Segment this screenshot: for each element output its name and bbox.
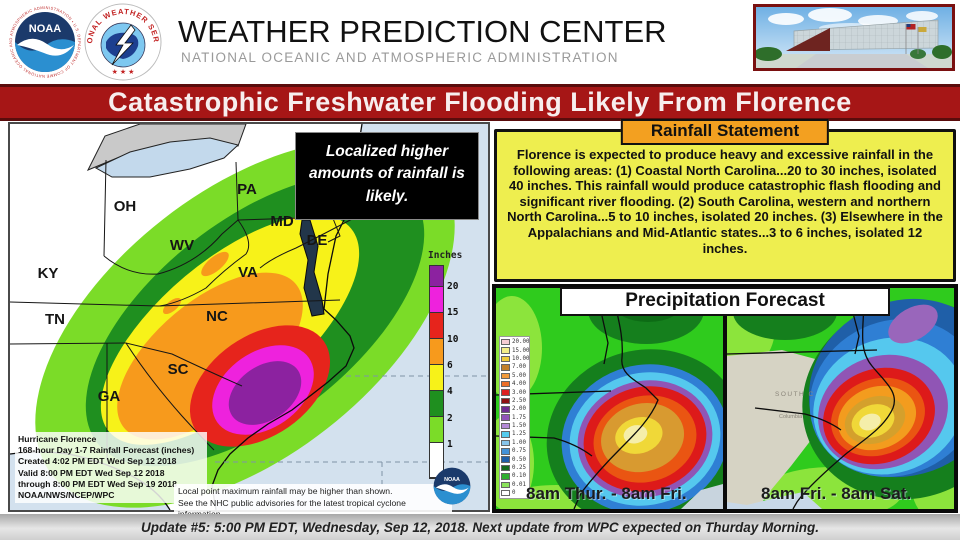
callout-box: Localized higher amounts of rainfall is … [295,132,479,220]
precip-maps: 20.00 15.00 10.00 7.00 5.00 4.00 3.00 2.… [496,288,954,509]
precip-forecast-title: Precipitation Forecast [560,287,890,316]
precip-map-fri-sat-svg: SOUTH C Columbia [727,288,954,509]
state-label-md: MD [270,213,293,230]
legend-label: 15 [447,307,459,318]
lake-erie [94,137,240,178]
noaa-mini-logo-icon: NOAA [433,467,471,505]
state-label-de: DE [307,232,328,249]
legend-label: 1 [447,439,453,450]
info-line: 168-hour Day 1-7 Rainfall Forecast (inch… [18,445,195,456]
rainfall-contours [35,140,455,508]
info-line: through 8:00 PM EDT Wed Sep 19 2018 [18,478,177,489]
precip-map-thu-fri-svg [496,288,723,509]
page-subtitle: NATIONAL OCEANIC AND ATMOSPHERIC ADMINIS… [181,50,619,65]
headline-banner: Catastrophic Freshwater Flooding Likely … [0,84,960,121]
nws-logo-icon: NATIONAL WEATHER SERVICE ★ ★ ★ [84,3,162,81]
city-label: Columbia [779,414,803,420]
building-photo [753,4,955,71]
lightning-icon [111,24,136,66]
legend-label: 20 [447,281,459,292]
region-label: SOUTH C [775,391,815,398]
legend-label: 4 [447,386,453,397]
page-title: WEATHER PREDICTION CENTER [178,14,667,49]
rainfall-statement-body: Florence is expected to produce heavy an… [507,147,943,256]
info-line: NOAA/NWS/NCEP/WPC [18,489,115,500]
info-line: Created 4:02 PM EDT Wed Sep 12 2018 [18,456,177,467]
precip-map-fri-sat: SOUTH C Columbia 8am Fri. - 8am Sat. [727,288,954,509]
us-flag-icon [906,24,916,30]
precip-map-thu-fri-label: 8am Thur. - 8am Fri. [526,484,687,503]
precip-forecast-panel: Precipitation Forecast [492,284,958,513]
state-label-wv: WV [170,237,194,254]
ocean-bottom [727,492,822,509]
ocean-corner [681,484,723,509]
disclaimer-line: Local point maximum rainfall may be high… [178,486,393,496]
legend-title: Inches [428,250,463,261]
legend-label: 10 [447,334,459,345]
state-label-tn: TN [45,311,65,328]
rainfall-forecast-map: OH PA WV MD DE KY VA TN NC SC GA Localiz… [8,122,490,523]
seagull-icon [17,38,74,56]
state-label-sc: SC [168,361,189,378]
update-text: Update #5: 5:00 PM EDT, Wednesday, Sep 1… [141,519,819,535]
state-label-nc: NC [206,308,228,325]
precip-map-fri-sat-label: 8am Fri. - 8am Sat. [761,484,912,503]
chesapeake-bay [299,219,325,317]
info-line: Valid 8:00 PM EDT Wed Sep 12 2018 [18,467,165,478]
noaa-wordmark: NOAA [29,23,61,35]
state-label-va: VA [238,264,258,281]
state-label-ky: KY [38,265,59,282]
state-label-oh: OH [114,198,137,215]
precip-coastline [727,288,896,509]
rainfall-legend: Inches 20 15 10 6 4 2 1 [428,250,474,486]
state-labels: OH PA WV MD DE KY VA TN NC SC GA [38,181,328,405]
nws-stars: ★ ★ ★ [112,68,135,76]
info-line: Hurricane Florence [18,434,97,444]
rainfall-statement-title: Rainfall Statement [620,119,830,145]
legend-label: 6 [447,360,453,371]
precip-map-thu-fri: 20.00 15.00 10.00 7.00 5.00 4.00 3.00 2.… [496,288,723,509]
content-area: OH PA WV MD DE KY VA TN NC SC GA Localiz… [0,119,960,523]
legend-colorbar [429,265,444,479]
state-label-pa: PA [237,181,257,198]
noaa-mini-wordmark: NOAA [444,477,460,483]
legend-label: 2 [447,413,453,424]
rainfall-statement-box: Rainfall Statement Florence is expected … [494,119,956,282]
state-label-ga: GA [98,388,121,405]
forecast-info-block: Hurricane Florence 168-hour Day 1-7 Rain… [15,432,207,504]
noaa-logo-icon: NATIONAL OCEANIC AND ATMOSPHERIC ADMINIS… [8,5,82,79]
precip-legend: 20.00 15.00 10.00 7.00 5.00 4.00 3.00 2.… [499,336,530,500]
headline-text: Catastrophic Freshwater Flooding Likely … [108,87,852,117]
storm-rings [561,364,723,509]
header: NATIONAL OCEANIC AND ATMOSPHERIC ADMINIS… [0,0,960,84]
update-footer: Update #5: 5:00 PM EDT, Wednesday, Sep 1… [0,514,960,540]
